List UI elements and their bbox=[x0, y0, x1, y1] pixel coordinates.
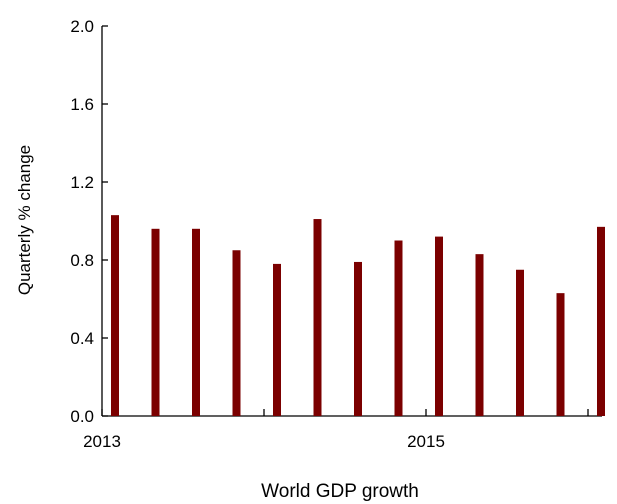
bar bbox=[192, 228, 200, 416]
x-tick-label: 2015 bbox=[407, 432, 445, 451]
bar bbox=[151, 228, 160, 416]
bar bbox=[232, 250, 241, 416]
chart-title: World GDP growth bbox=[261, 481, 419, 502]
y-tick-label: 1.6 bbox=[70, 95, 94, 114]
bar bbox=[111, 215, 119, 416]
bar bbox=[475, 254, 484, 416]
bar bbox=[273, 263, 281, 416]
bar bbox=[556, 293, 565, 416]
y-tick-label: 0.4 bbox=[70, 329, 94, 348]
bar bbox=[516, 269, 524, 416]
y-tick-label: 2.0 bbox=[70, 17, 94, 36]
x-tick-label: 2013 bbox=[83, 432, 121, 451]
y-tick-label: 0.0 bbox=[70, 407, 94, 426]
bar bbox=[313, 219, 322, 416]
tick-labels-group: 0.00.40.81.21.62.02013201520172019 bbox=[70, 17, 445, 451]
bars-group bbox=[111, 215, 605, 416]
y-axis-title: Quarterly % change bbox=[15, 145, 34, 295]
bar bbox=[597, 226, 605, 416]
bar bbox=[394, 240, 403, 416]
bar bbox=[354, 261, 362, 416]
bar bbox=[435, 236, 443, 416]
y-tick-label: 0.8 bbox=[70, 251, 94, 270]
y-tick-label: 1.2 bbox=[70, 173, 94, 192]
